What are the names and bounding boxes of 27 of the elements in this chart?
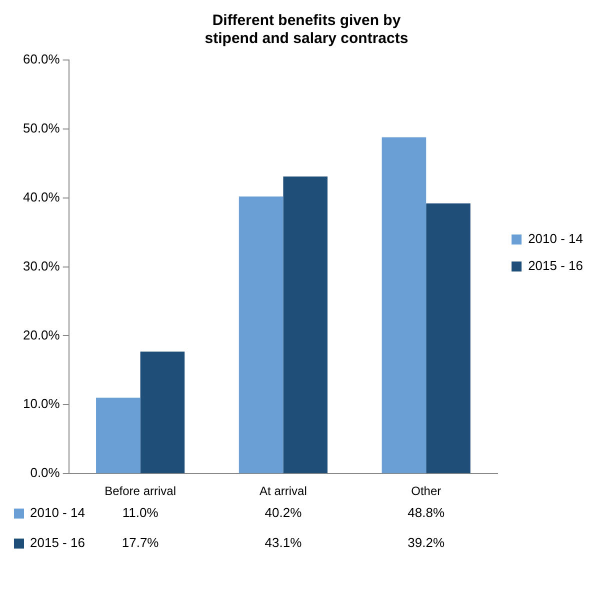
y-tick-label: 50.0% — [22, 120, 60, 136]
text: 2010 - 14 — [528, 231, 584, 246]
x-tick-label: Before arrival — [104, 484, 176, 498]
text: 39.2% — [408, 535, 445, 550]
text: 43.1% — [264, 535, 302, 550]
y-tick-label: 10.0% — [22, 396, 60, 412]
bar — [96, 398, 140, 474]
y-tick-label: 40.0% — [22, 189, 60, 204]
bar — [426, 203, 470, 474]
bar — [382, 137, 426, 474]
bar — [238, 196, 284, 474]
x-tick-label: Other — [411, 484, 442, 498]
text: 11.0% — [122, 505, 158, 520]
text: 17.7% — [122, 535, 159, 550]
y-tick-label: 20.0% — [22, 327, 60, 342]
x-tick-label: At arrival — [260, 484, 307, 498]
legend-label: 2015 - 16 — [528, 258, 584, 274]
text: 2015 - 16 — [30, 535, 85, 550]
legend-label: 2010 - 14 — [30, 505, 85, 520]
y-tick-label: 30.0% — [22, 258, 60, 274]
bar — [283, 176, 328, 474]
text: 40.2% — [264, 505, 302, 520]
y-tick-label: 60.0% — [22, 52, 60, 67]
bar — [140, 352, 185, 474]
chart-title: Different benefits given by stipend and salary contracts — [204, 12, 408, 48]
y-tick-label: 0.0% — [30, 465, 60, 480]
text: 48.8% — [408, 505, 445, 520]
